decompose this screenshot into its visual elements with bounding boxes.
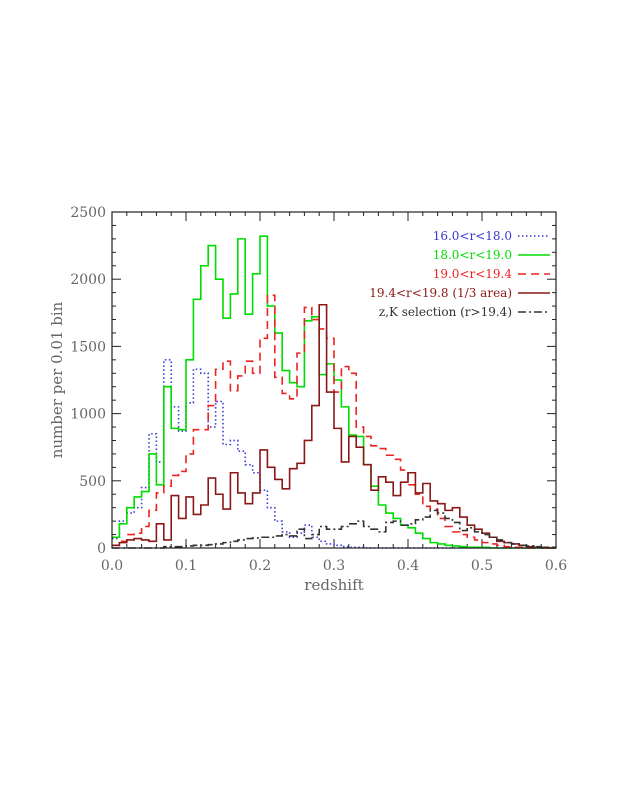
legend-label: z,K selection (r>19.4) (379, 305, 512, 319)
plot-frame (111, 211, 557, 549)
x-tick-label: 0.0 (101, 558, 123, 574)
legend-label: 19.4<r<19.8 (1/3 area) (369, 286, 512, 300)
y-tick-label: 1000 (70, 407, 106, 423)
series-line-5 (112, 509, 556, 549)
y-tick-label: 1500 (70, 339, 106, 355)
y-tick-label: 2000 (70, 272, 106, 288)
x-tick-label: 0.4 (397, 558, 419, 574)
x-tick-label: 0.5 (471, 558, 493, 574)
legend: 16.0<r<18.0 18.0<r<19.0 19.0<r<19.4 19.4<r<… (369, 229, 550, 319)
y-tick-label: 2500 (70, 205, 106, 221)
series-line-4 (112, 303, 556, 549)
tick-labels: 0.0 0.1 0.2 0.3 0.4 0.5 0.6 0 500 1000 1500 2000 250… (70, 205, 567, 574)
y-tick-label: 500 (79, 474, 106, 490)
y-tick-label: 0 (97, 541, 106, 557)
legend-label: 16.0<r<18.0 (433, 229, 512, 243)
x-tick-label: 0.1 (175, 558, 197, 574)
x-tick-label: 0.6 (545, 558, 567, 574)
x-tick-label: 0.2 (249, 558, 271, 574)
series-line-2 (112, 235, 556, 549)
legend-label: 18.0<r<19.0 (433, 248, 512, 262)
x-axis-label: redshift (304, 576, 363, 594)
series-line-1 (112, 359, 556, 549)
y-axis-label: number per 0.01 bin (48, 301, 66, 458)
series-layer (112, 235, 556, 549)
x-tick-label: 0.3 (323, 558, 345, 574)
legend-label: 19.0<r<19.4 (433, 267, 513, 281)
